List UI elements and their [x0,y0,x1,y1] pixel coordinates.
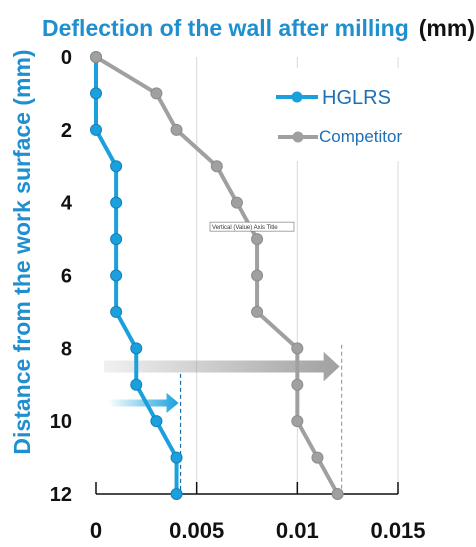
y-tick-label: 8 [61,338,72,360]
axes [95,482,399,495]
tooltip-box [209,221,295,232]
legend-marker-hglrs [291,91,303,103]
y-axis-label: Distance from the work surface (mm) [9,49,35,454]
x-tick-label: 0.015 [370,518,425,543]
data-point-competitor [291,342,304,355]
data-point-competitor [170,123,183,136]
data-point-competitor [291,378,304,391]
data-point-competitor [90,51,102,63]
x-tick-label: 0 [90,518,102,543]
chart-title-text: Deflection of the wall after milling [42,15,409,41]
data-point-competitor [291,415,304,428]
hglrs-arrow [108,392,179,414]
y-tick-label: 4 [61,193,73,215]
data-point-competitor [210,160,223,173]
tooltip-text: Vertical (Value) Axis Title [212,225,278,231]
data-point-competitor [251,305,264,318]
data-point-competitor [311,451,324,464]
x-tick-label: 0.01 [276,518,319,543]
legend-label-competitor: Competitor [319,127,402,146]
y-tick-label: 6 [61,266,72,288]
data-point-competitor [230,196,243,209]
x-tick-label: 0.005 [169,518,224,543]
data-point-hglrs [170,451,183,464]
data-point-hglrs [150,415,163,428]
data-point-hglrs [110,196,123,209]
competitor-arrow [104,351,340,382]
y-tick-label: 12 [50,484,72,506]
data-point-hglrs [130,342,143,355]
data-point-competitor [251,269,264,282]
data-point-competitor [331,488,344,500]
data-point-hglrs [170,488,183,500]
chart-title-unit: (mm) [419,15,475,41]
data-point-hglrs [110,269,123,282]
data-point-competitor [251,233,264,246]
data-point-hglrs [90,123,102,136]
max-deflection-markers [104,344,343,494]
axis-title-tooltip: Vertical (Value) Axis Title [209,221,295,232]
series [90,51,344,500]
legend: HGLRS Competitor [247,68,429,161]
legend-label-hglrs: HGLRS [322,87,391,109]
data-point-hglrs [110,233,123,246]
data-point-hglrs [110,160,123,173]
data-point-hglrs [90,87,102,100]
y-tick-label: 10 [50,411,72,433]
data-point-hglrs [130,378,143,391]
series-line-hglrs [94,57,179,494]
y-tick-label: 2 [61,120,72,142]
data-point-competitor [150,87,163,100]
chart-title: Deflection of the wall after milling (mm… [42,15,475,41]
legend-marker-competitor [292,131,304,143]
data-point-hglrs [110,305,123,318]
tick-labels: 0 2 4 6 8 10 12 0 0.005 0.01 0.015 [50,47,426,543]
legend-box [247,68,429,161]
y-tick-label: 0 [61,47,72,69]
